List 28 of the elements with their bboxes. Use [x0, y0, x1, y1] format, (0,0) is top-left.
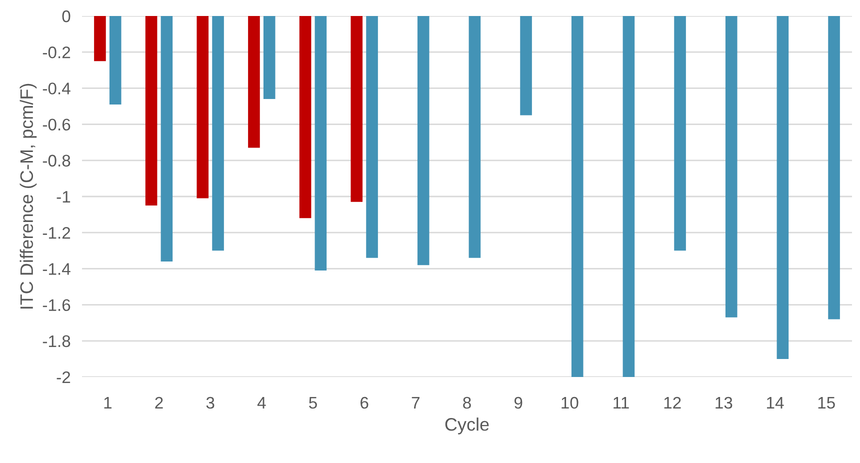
y-tick-label: -1.4	[42, 263, 70, 275]
x-tick-label: 2	[155, 396, 163, 409]
x-tick-label: 5	[309, 397, 317, 409]
x-axis-title: Cycle	[445, 418, 489, 434]
x-tick-label: 9	[514, 396, 522, 409]
y-tick-label: -1.2	[42, 227, 70, 239]
x-tick-label: 3	[206, 396, 214, 409]
x-tick-label: 14	[767, 397, 784, 409]
y-tick-label: -0.2	[42, 46, 70, 58]
y-tick-label: -0.8	[42, 154, 70, 167]
x-tick-label: 11	[614, 397, 629, 409]
y-tick-label: -0.6	[42, 118, 70, 131]
x-tick-label: 10	[562, 396, 578, 409]
x-tick-label: 8	[463, 396, 471, 409]
x-tick-label: 13	[716, 396, 732, 409]
x-tick-label: 4	[257, 397, 266, 409]
y-tick-label: -0.4	[42, 82, 70, 94]
x-tick-label: 12	[664, 396, 681, 409]
x-tick-label: 15	[818, 397, 835, 409]
x-tick-label: 1	[104, 397, 112, 409]
y-axis-title: ITC Difference (C-M, pcm/F)	[20, 84, 37, 309]
x-tick-label: 6	[360, 396, 368, 409]
y-tick-label: -1	[56, 191, 70, 203]
y-tick-label: -1.8	[42, 335, 70, 348]
y-tick-label: -1.6	[42, 299, 70, 312]
y-tick-label: 0	[62, 10, 70, 22]
y-tick-label: -2	[56, 371, 70, 384]
x-tick-label: 7	[412, 397, 420, 409]
